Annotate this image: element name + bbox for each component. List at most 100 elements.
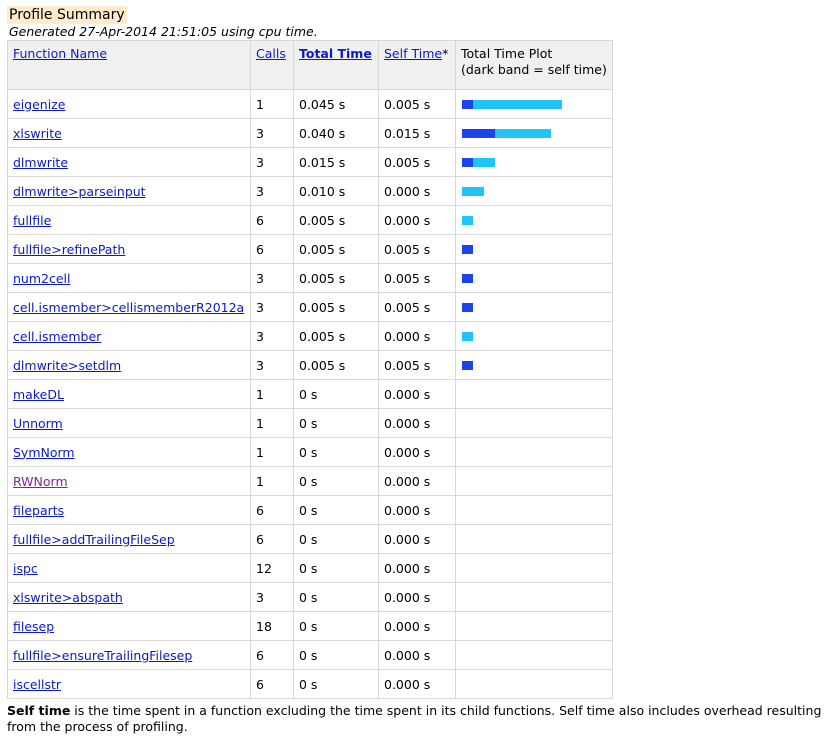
function-name-cell[interactable]: makeDL (7, 379, 251, 409)
header-total-time[interactable]: Total Time (293, 40, 379, 90)
function-link[interactable]: fullfile>refinePath (13, 241, 126, 257)
total-time-plot-cell (455, 379, 613, 409)
function-link[interactable]: Unnorm (13, 415, 63, 431)
total-time-plot-cell (455, 553, 613, 583)
self-time-cell: 0.005 s (378, 263, 456, 293)
function-name-cell[interactable]: num2cell (7, 263, 251, 293)
calls-cell: 1 (250, 437, 294, 467)
self-time-band (462, 158, 473, 167)
self-time-cell: 0.000 s (378, 379, 456, 409)
function-link[interactable]: RWNorm (13, 473, 68, 489)
table-row: dlmwrite 3 0.015 s 0.005 s (7, 147, 613, 177)
self-time-footnote: Self time is the time spent in a functio… (7, 703, 833, 735)
function-link[interactable]: fileparts (13, 502, 65, 518)
self-time-cell: 0.000 s (378, 437, 456, 467)
table-row: xlswrite>abspath 3 0 s 0.000 s (7, 582, 613, 612)
header-self-time[interactable]: Self Time* (378, 40, 456, 90)
sort-by-calls-link[interactable]: Calls (256, 46, 286, 61)
calls-cell: 6 (250, 234, 294, 264)
self-time-cell: 0.005 s (378, 89, 456, 119)
function-name-cell[interactable]: RWNorm (7, 466, 251, 496)
function-name-cell[interactable]: fileparts (7, 495, 251, 525)
function-name-cell[interactable]: fullfile>refinePath (7, 234, 251, 264)
function-link[interactable]: cell.ismember (13, 328, 102, 344)
total-time-cell: 0.005 s (293, 292, 379, 322)
function-link[interactable]: num2cell (13, 270, 71, 286)
total-time-cell: 0 s (293, 495, 379, 525)
total-time-plot-cell (455, 176, 613, 206)
function-link[interactable]: dlmwrite>setdlm (13, 357, 122, 373)
total-time-cell: 0 s (293, 611, 379, 641)
header-function-name[interactable]: Function Name (7, 40, 251, 90)
footnote-term: Self time (7, 703, 71, 718)
sort-by-self-time-link[interactable]: Self Time (384, 46, 443, 61)
self-time-cell: 0.000 s (378, 611, 456, 641)
function-link[interactable]: fullfile>ensureTrailingFilesep (13, 647, 193, 663)
function-link[interactable]: dlmwrite (13, 154, 69, 170)
function-link[interactable]: ispc (13, 560, 38, 576)
total-time-cell: 0.045 s (293, 89, 379, 119)
sort-by-function-name-link[interactable]: Function Name (13, 46, 108, 61)
child-time-band (495, 129, 551, 138)
calls-cell: 3 (250, 176, 294, 206)
function-name-cell[interactable]: cell.ismember (7, 321, 251, 351)
function-name-cell[interactable]: eigenize (7, 89, 251, 119)
time-bar (462, 245, 473, 254)
function-name-cell[interactable]: Unnorm (7, 408, 251, 438)
table-row: fileparts 6 0 s 0.000 s (7, 495, 613, 525)
total-time-cell: 0 s (293, 669, 379, 699)
total-time-cell: 0 s (293, 553, 379, 583)
function-link[interactable]: iscellstr (13, 676, 62, 692)
self-time-cell: 0.000 s (378, 495, 456, 525)
function-name-cell[interactable]: filesep (7, 611, 251, 641)
function-link[interactable]: makeDL (13, 386, 64, 402)
profile-table: Function Name Calls Total Time Self Time… (7, 40, 613, 699)
function-link[interactable]: filesep (13, 618, 55, 634)
total-time-plot-cell (455, 524, 613, 554)
function-link[interactable]: fullfile>addTrailingFileSep (13, 531, 175, 547)
table-row: dlmwrite>setdlm 3 0.005 s 0.005 s (7, 350, 613, 380)
function-name-cell[interactable]: iscellstr (7, 669, 251, 699)
time-bar (462, 274, 473, 283)
child-time-band (462, 216, 473, 225)
total-time-plot-cell (455, 350, 613, 380)
self-time-cell: 0.000 s (378, 640, 456, 670)
table-row: fullfile>ensureTrailingFilesep 6 0 s 0.000 … (7, 640, 613, 670)
sort-by-total-time-link[interactable]: Total Time (299, 46, 372, 61)
function-link[interactable]: dlmwrite>parseinput (13, 183, 146, 199)
function-link[interactable]: eigenize (13, 96, 66, 112)
self-time-cell: 0.015 s (378, 118, 456, 148)
time-bar (462, 361, 473, 370)
header-calls[interactable]: Calls (250, 40, 294, 90)
function-name-cell[interactable]: dlmwrite>parseinput (7, 176, 251, 206)
calls-cell: 6 (250, 640, 294, 670)
function-link[interactable]: xlswrite>abspath (13, 589, 123, 605)
calls-cell: 3 (250, 118, 294, 148)
function-name-cell[interactable]: dlmwrite>setdlm (7, 350, 251, 380)
total-time-cell: 0 s (293, 466, 379, 496)
function-name-cell[interactable]: cell.ismember>cellismemberR2012a (7, 292, 251, 322)
calls-cell: 6 (250, 205, 294, 235)
function-link[interactable]: fullfile (13, 212, 52, 228)
time-bar (462, 216, 473, 225)
self-time-cell: 0.005 s (378, 292, 456, 322)
self-time-cell: 0.005 s (378, 147, 456, 177)
total-time-cell: 0.015 s (293, 147, 379, 177)
calls-cell: 1 (250, 89, 294, 119)
function-name-cell[interactable]: SymNorm (7, 437, 251, 467)
function-name-cell[interactable]: fullfile>ensureTrailingFilesep (7, 640, 251, 670)
table-row: filesep 18 0 s 0.000 s (7, 611, 613, 641)
function-link[interactable]: xlswrite (13, 125, 62, 141)
function-name-cell[interactable]: ispc (7, 553, 251, 583)
function-link[interactable]: cell.ismember>cellismemberR2012a (13, 299, 245, 315)
total-time-plot-cell (455, 640, 613, 670)
function-name-cell[interactable]: fullfile>addTrailingFileSep (7, 524, 251, 554)
calls-cell: 3 (250, 582, 294, 612)
function-name-cell[interactable]: xlswrite>abspath (7, 582, 251, 612)
function-link[interactable]: SymNorm (13, 444, 75, 460)
function-name-cell[interactable]: dlmwrite (7, 147, 251, 177)
function-name-cell[interactable]: xlswrite (7, 118, 251, 148)
function-name-cell[interactable]: fullfile (7, 205, 251, 235)
calls-cell: 3 (250, 263, 294, 293)
table-row: makeDL 1 0 s 0.000 s (7, 379, 613, 409)
